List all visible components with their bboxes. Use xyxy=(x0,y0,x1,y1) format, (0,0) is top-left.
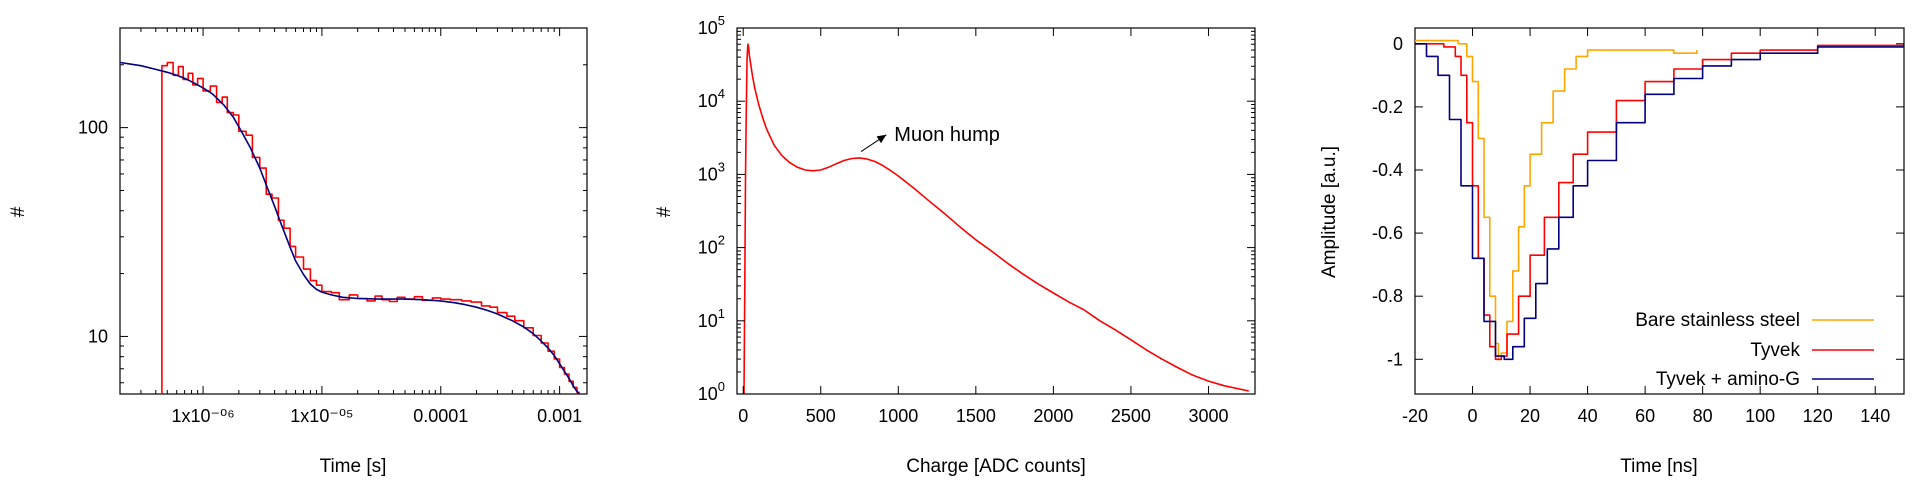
series-layer xyxy=(120,61,580,394)
y-axis-label: Amplitude [a.u.] xyxy=(1319,146,1340,278)
series-line-1 xyxy=(120,61,580,394)
x-tick-label: -20 xyxy=(1402,406,1428,426)
ticks-layer: -20 0 20 40 60 80 100 120 140 0 -0.2 -0.4 -0.6 -0.8 -1 xyxy=(1372,28,1904,426)
x-tick-label: 500 xyxy=(806,406,836,426)
annotation-arrowhead xyxy=(876,134,887,144)
y-tick-label: 100 xyxy=(78,118,108,138)
series-layer xyxy=(743,43,1249,394)
x-tick-label: 0.001 xyxy=(537,406,582,426)
series-layer xyxy=(1415,39,1904,361)
y-tick-label: -0.8 xyxy=(1372,286,1403,306)
y-tick-label: -0.2 xyxy=(1372,97,1403,117)
x-tick-label: 0.0001 xyxy=(413,406,468,426)
x-axis-label: Time [s] xyxy=(320,456,387,477)
y-tick-label: 104 xyxy=(698,86,725,111)
plot-frame xyxy=(736,27,1256,395)
x-tick-label: 100 xyxy=(1745,406,1775,426)
x-tick-label: 40 xyxy=(1578,406,1598,426)
y-tick-label: -0.6 xyxy=(1372,223,1403,243)
y-tick-label: -0.4 xyxy=(1372,160,1403,180)
series-line-0 xyxy=(161,61,580,394)
y-axis-label: # xyxy=(654,206,675,217)
x-tick-label: 0 xyxy=(738,406,748,426)
x-tick-label: 1000 xyxy=(878,406,918,426)
ticks-layer: 1x10⁻⁰⁶ 1x10⁻⁰⁵ 0.0001 0.001 10 100 xyxy=(78,27,587,426)
y-tick-label: 101 xyxy=(698,306,725,331)
x-tick-label: 80 xyxy=(1693,406,1713,426)
series-line-bare-stainless-steel xyxy=(1415,39,1698,361)
y-tick-label: 105 xyxy=(698,13,725,38)
x-tick-label: 1500 xyxy=(956,406,996,426)
legend-label-tyvek-amino-g: Tyvek + amino-G xyxy=(1656,369,1800,390)
y-tick-label: 102 xyxy=(698,233,725,258)
plot-frame xyxy=(1414,27,1905,395)
x-tick-label: 1x10⁻⁰⁵ xyxy=(290,406,353,426)
x-tick-label: 2500 xyxy=(1111,406,1151,426)
legend-label-bare-steel: Bare stainless steel xyxy=(1635,310,1800,331)
series-line-tyvek xyxy=(1415,43,1904,361)
x-tick-label: 140 xyxy=(1860,406,1890,426)
y-tick-label: 103 xyxy=(698,159,725,184)
ticks-layer: 0 500 1000 1500 2000 2500 3000 100 101 102 103 104 1… xyxy=(698,13,1255,426)
y-tick-label: 10 xyxy=(88,326,108,346)
x-tick-label: 60 xyxy=(1635,406,1655,426)
panel-pulse-shapes: -20 0 20 40 60 80 100 120 140 0 -0.2 -0.4 -0.6 -0.8 -1… xyxy=(1319,27,1905,477)
y-tick-label: -1 xyxy=(1387,349,1403,369)
x-tick-label: 20 xyxy=(1520,406,1540,426)
x-axis-label: Time [ns] xyxy=(1620,456,1697,477)
annotation-muon-hump: Muon hump xyxy=(894,124,1000,146)
x-tick-label: 2000 xyxy=(1033,406,1073,426)
x-tick-label: 1x10⁻⁰⁶ xyxy=(171,406,234,426)
x-axis-label: Charge [ADC counts] xyxy=(906,456,1086,477)
y-tick-label: 0 xyxy=(1393,34,1403,54)
y-tick-label: 100 xyxy=(698,379,725,404)
series-line-0 xyxy=(743,43,1249,394)
legend: Bare stainless steel Tyvek Tyvek + amino… xyxy=(1635,310,1874,390)
y-axis-label: # xyxy=(8,206,29,217)
legend-label-tyvek: Tyvek xyxy=(1750,340,1800,361)
series-line-tyvek-amino-g xyxy=(1415,43,1904,361)
x-tick-label: 120 xyxy=(1803,406,1833,426)
annotation-layer: Muon hump xyxy=(860,124,1000,152)
x-tick-label: 3000 xyxy=(1188,406,1228,426)
panel-charge-spectrum: 0 500 1000 1500 2000 2500 3000 100 101 102 103 104 1… xyxy=(654,13,1256,477)
x-tick-label: 0 xyxy=(1468,406,1478,426)
plot-frame xyxy=(119,27,588,395)
